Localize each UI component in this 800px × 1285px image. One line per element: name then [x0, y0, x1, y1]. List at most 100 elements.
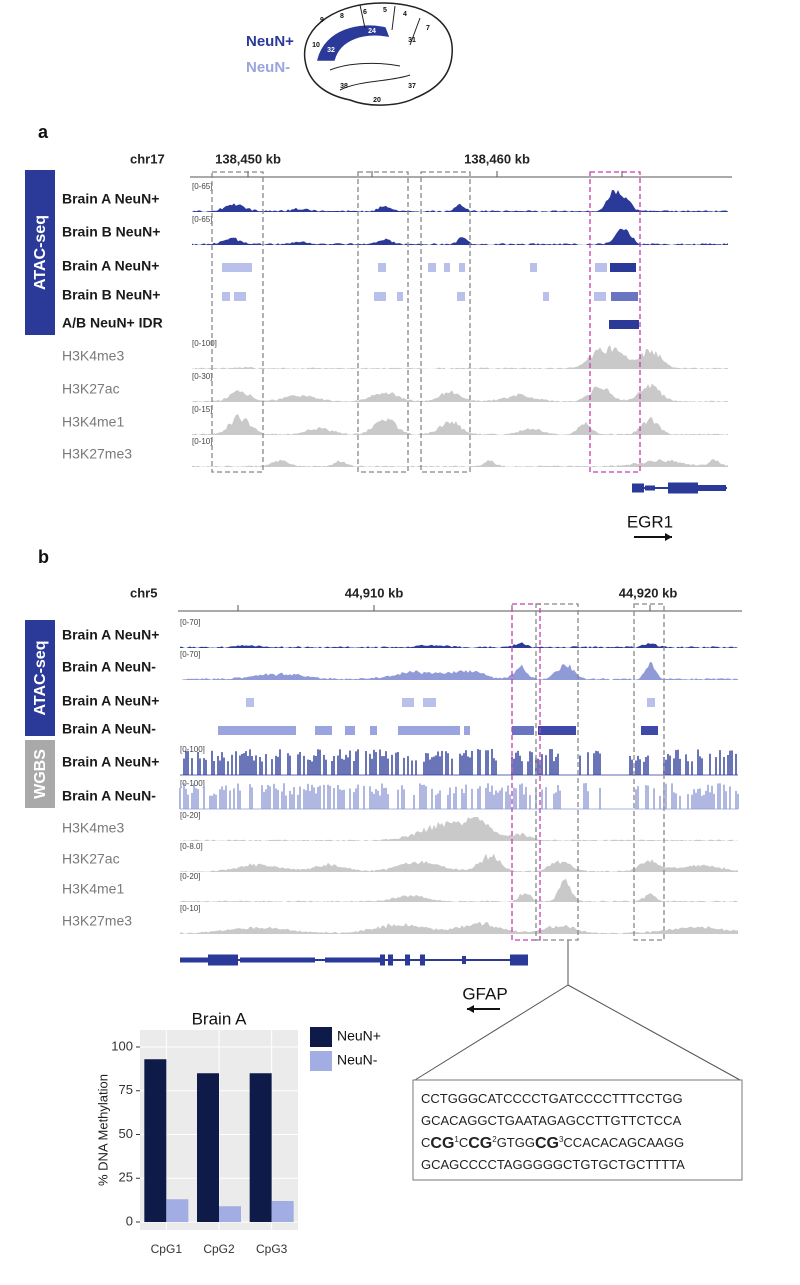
sequence-line: CCG1CCG2GTGGCG3CCACACAGCAAGG — [421, 1135, 684, 1153]
track-label: H3K27me3 — [62, 446, 132, 462]
peak — [543, 292, 549, 301]
highlight-box — [420, 171, 471, 473]
peak — [459, 263, 465, 272]
gene-exon — [325, 957, 380, 963]
brain-area-label: 4 — [403, 11, 407, 18]
gene-exon — [510, 954, 528, 966]
signal-track — [180, 642, 738, 648]
sequence-segment: 1 — [454, 1135, 459, 1144]
track-scale: [0-10] — [180, 904, 200, 913]
sequence-segment: C — [459, 1135, 468, 1150]
peak — [218, 726, 296, 735]
assay-box — [25, 170, 55, 335]
track-label: Brain A NeuN+ — [62, 258, 159, 274]
track-label: H3K4me3 — [62, 820, 124, 836]
track-label: Brain A NeuN- — [62, 659, 156, 675]
brain-area-label: 10 — [312, 42, 320, 49]
legend-swatch — [310, 1027, 332, 1047]
sequence-segment: CG — [430, 1135, 454, 1152]
sequence-line: GCAGCCCCTAGGGGGCTGTGCTGCTTTTA — [421, 1157, 685, 1172]
gene-exon — [668, 482, 698, 494]
track-scale: [0-20] — [180, 811, 200, 820]
peak — [530, 263, 537, 272]
track-scale: [0-65] — [192, 215, 212, 224]
track-scale: [0-100] — [192, 339, 217, 348]
peak — [374, 292, 386, 301]
gene-exon — [405, 954, 410, 966]
bar — [166, 1199, 189, 1222]
peak — [222, 263, 252, 272]
assay-box — [25, 740, 55, 808]
assay-label: ATAC-seq — [32, 215, 49, 290]
bar — [219, 1206, 241, 1222]
brain-area-label: 32 — [327, 47, 335, 54]
highlight-box — [633, 603, 665, 941]
track-label: Brain A NeuN- — [62, 721, 156, 737]
signal-track — [180, 921, 738, 934]
gene-exon — [380, 954, 385, 966]
highlight-box — [589, 171, 641, 473]
y-tick-label: 75 — [119, 1082, 133, 1097]
coordinate-label: 138,460 kb — [464, 151, 530, 166]
peak — [647, 698, 655, 707]
brain-area-label: 8 — [340, 13, 344, 20]
y-tick-label: 25 — [119, 1170, 133, 1185]
peak — [370, 726, 377, 735]
peak — [222, 292, 230, 301]
gene-exon — [645, 485, 655, 491]
sequence-segment: GCACAGGCTGAATAGAGCCTTGTTCTCCA — [421, 1113, 682, 1128]
y-tick-label: 100 — [111, 1038, 133, 1053]
peak — [234, 292, 246, 301]
sequence-line: CCTGGGCATCCCCTGATCCCCTTTCCTGG — [421, 1091, 683, 1106]
sequence-segment: CCACACAGCAAGG — [563, 1135, 684, 1150]
brain-area-label: 20 — [373, 97, 381, 104]
sequence-segment: 3 — [559, 1135, 564, 1144]
brain-area-label: 6 — [363, 9, 367, 16]
peak — [345, 726, 355, 735]
track-label: H3K27ac — [62, 851, 120, 867]
assay-label: WGBS — [32, 749, 49, 799]
sequence-box — [412, 1079, 743, 1181]
brain-highlight — [317, 25, 390, 61]
track-scale: [0-65] — [192, 182, 212, 191]
gene-exon — [208, 954, 238, 966]
gene-exon — [240, 957, 315, 963]
legend-text: NeuN- — [246, 59, 290, 76]
brain-area-label: 5 — [383, 7, 387, 14]
track-label: H3K4me1 — [62, 881, 124, 897]
sequence-line: GCACAGGCTGAATAGAGCCTTGTTCTCCA — [421, 1113, 682, 1128]
signal-track — [192, 383, 728, 402]
track-scale: [0-15] — [192, 405, 212, 414]
coordinate-label: 138,450 kb — [215, 151, 281, 166]
gene-exon — [698, 485, 726, 491]
track-label: H3K4me3 — [62, 348, 124, 364]
signal-track — [192, 228, 728, 245]
track-scale: [0-70] — [180, 650, 200, 659]
brain-area-label: 24 — [368, 28, 376, 35]
brain-area-label: 38 — [340, 83, 348, 90]
signal-track — [180, 661, 738, 680]
highlight-box — [211, 171, 264, 473]
sequence-segment: CCTGGGCATCCCCTGATCCCCTTTCCTGG — [421, 1091, 683, 1106]
brain-area-label: 31 — [408, 37, 416, 44]
highlight-box — [535, 603, 579, 941]
bar — [249, 1073, 272, 1222]
signal-track — [192, 345, 728, 369]
panel-label: a — [38, 122, 49, 142]
gene-exon — [462, 956, 466, 964]
peak — [611, 292, 638, 301]
brain-area-label: 7 — [426, 25, 430, 32]
track-scale: [0-100] — [180, 779, 205, 788]
x-tick-label: CpG2 — [203, 1242, 235, 1256]
signal-track — [192, 458, 728, 467]
track-label: Brain A NeuN+ — [62, 627, 159, 643]
highlight-box — [357, 171, 409, 473]
legend-label: NeuN+ — [337, 1028, 381, 1044]
peak — [457, 292, 465, 301]
signal-track — [192, 190, 728, 212]
peak — [397, 292, 403, 301]
track-label: Brain A NeuN+ — [62, 191, 159, 207]
sequence-segment: CG — [468, 1135, 492, 1152]
track-label: Brain B NeuN+ — [62, 224, 160, 240]
gene-name: GFAP — [462, 984, 507, 1003]
